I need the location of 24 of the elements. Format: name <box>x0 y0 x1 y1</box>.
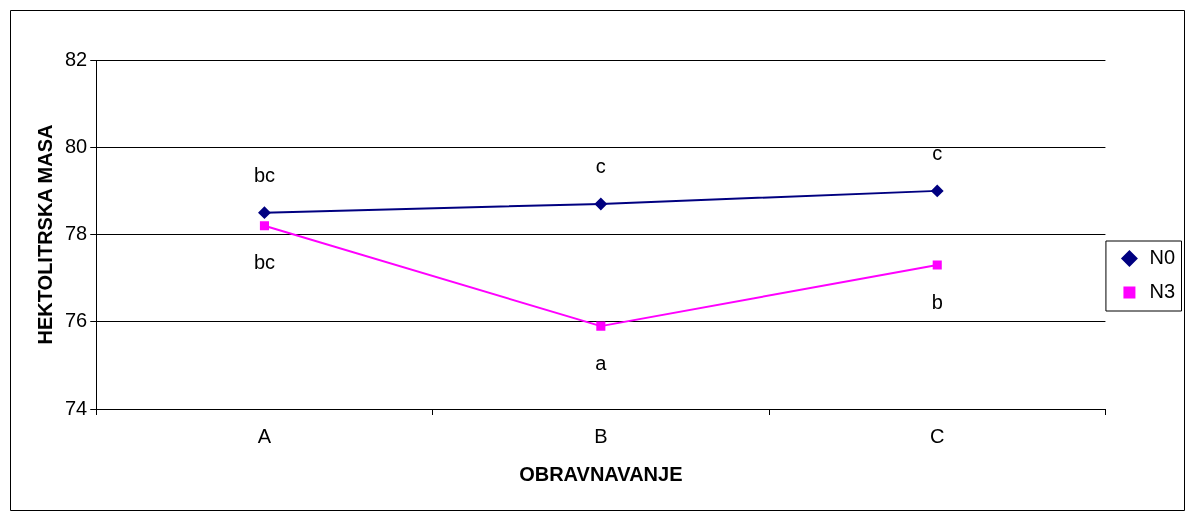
y-tick-label: 74 <box>65 396 88 419</box>
x-tick-label: C <box>930 424 945 447</box>
annotation: c <box>595 155 606 178</box>
point <box>932 260 942 270</box>
y-tick-label: 78 <box>65 222 88 245</box>
annotation: a <box>595 351 608 374</box>
annotation: c <box>932 142 943 165</box>
y-tick-label: 80 <box>65 134 88 157</box>
point <box>594 197 607 210</box>
annotation: bc <box>253 251 276 274</box>
x-tick-label: A <box>257 424 272 447</box>
y-tick-label: 82 <box>65 47 88 70</box>
point <box>596 321 606 331</box>
point <box>259 221 269 231</box>
legend-label: N0 <box>1149 246 1176 269</box>
x-tick-label: B <box>594 424 608 447</box>
point <box>258 206 271 219</box>
y-axis-title: HEKTOLITRSKA MASA <box>33 124 56 345</box>
annotation: bc <box>253 164 276 187</box>
legend-label: N3 <box>1149 280 1176 303</box>
annotation: b <box>931 290 943 313</box>
x-axis-title: OBRAVNAVANJE <box>519 462 683 485</box>
point <box>931 184 944 197</box>
y-tick-label: 76 <box>65 309 88 332</box>
